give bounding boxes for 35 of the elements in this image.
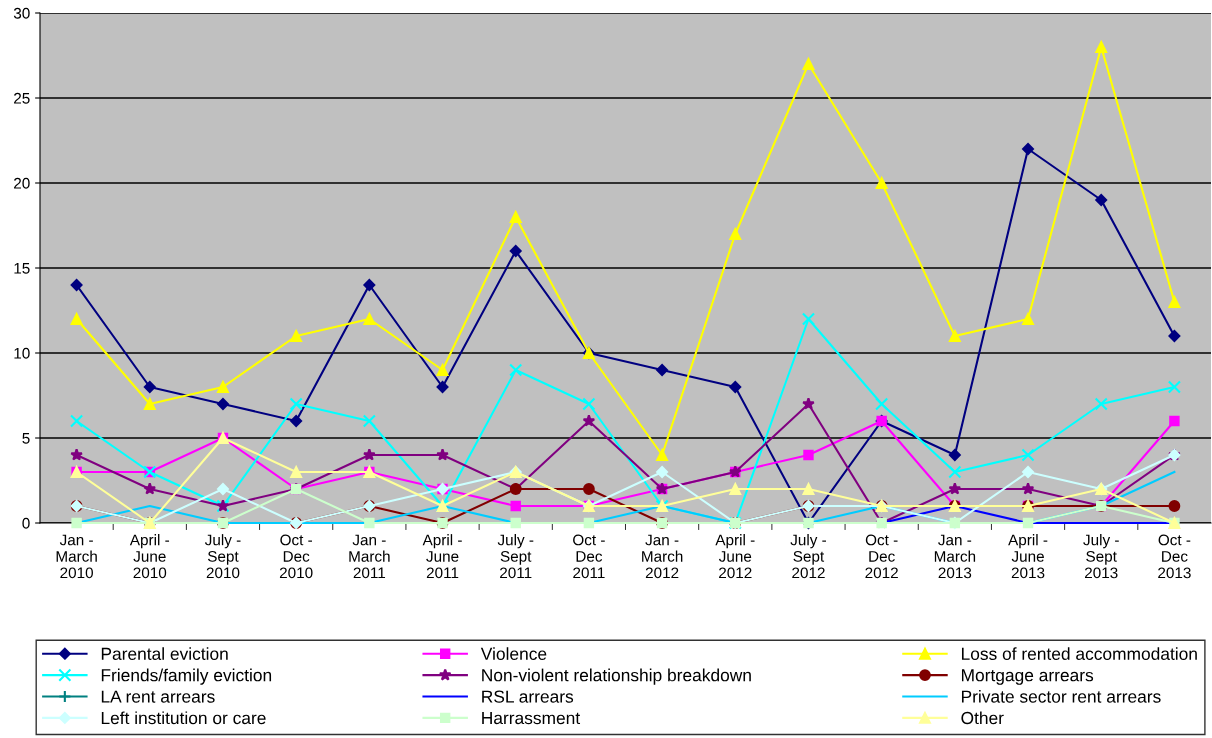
legend-label: Harrassment xyxy=(482,712,581,725)
x-tick-label: April - June 2013 xyxy=(1008,534,1048,579)
x-tick-label: Oct - Dec 2010 xyxy=(279,534,313,579)
legend-label: RSL arrears xyxy=(482,690,574,703)
legend-label: Violence xyxy=(480,647,547,660)
x-tick-label: Oct - Dec 2012 xyxy=(865,534,898,579)
legend-label: Other xyxy=(961,711,1004,725)
y-tick-label: 5 xyxy=(22,433,30,444)
legend-label: Mortgage arrears xyxy=(961,669,1094,685)
x-tick-label: July - Sept 2013 xyxy=(1083,534,1119,579)
y-tick-label: 20 xyxy=(14,177,30,189)
legend-label: Private sector rent arrears xyxy=(961,690,1161,703)
x-tick-label: July - Sept 2012 xyxy=(790,534,827,579)
x-tick-label: Oct - Dec 2013 xyxy=(1158,534,1191,579)
legend-label: Left institution or care xyxy=(101,711,266,725)
x-tick-label: July - Sept 2010 xyxy=(204,534,241,579)
y-tick-label: 10 xyxy=(14,347,30,359)
y-tick-label: 25 xyxy=(14,92,30,104)
legend-label: Friends/family eviction xyxy=(101,668,272,685)
x-tick-label: July - Sept 2011 xyxy=(497,534,534,579)
x-tick-label: April - June 2011 xyxy=(422,534,462,579)
x-tick-label: Jan - March 2013 xyxy=(934,534,976,579)
legend-label: Non-violent relationship breakdown xyxy=(482,668,751,685)
x-tick-label: Jan - March 2010 xyxy=(56,534,97,579)
y-tick-label: 15 xyxy=(14,263,30,274)
y-tick-label: 30 xyxy=(13,7,30,19)
x-tick-label: April - June 2010 xyxy=(129,534,170,579)
x-tick-label: Oct - Dec 2011 xyxy=(573,534,605,579)
x-tick-label: Jan - March 2011 xyxy=(349,534,390,579)
x-tick-label: Jan - March 2012 xyxy=(642,534,683,579)
legend-label: Parental eviction xyxy=(101,647,228,660)
x-tick-label: April - June 2012 xyxy=(715,534,755,579)
y-tick-label: 0 xyxy=(22,517,30,529)
legend-label: LA rent arrears xyxy=(101,690,215,703)
legend-label: Loss of rented accommodation xyxy=(961,647,1197,660)
